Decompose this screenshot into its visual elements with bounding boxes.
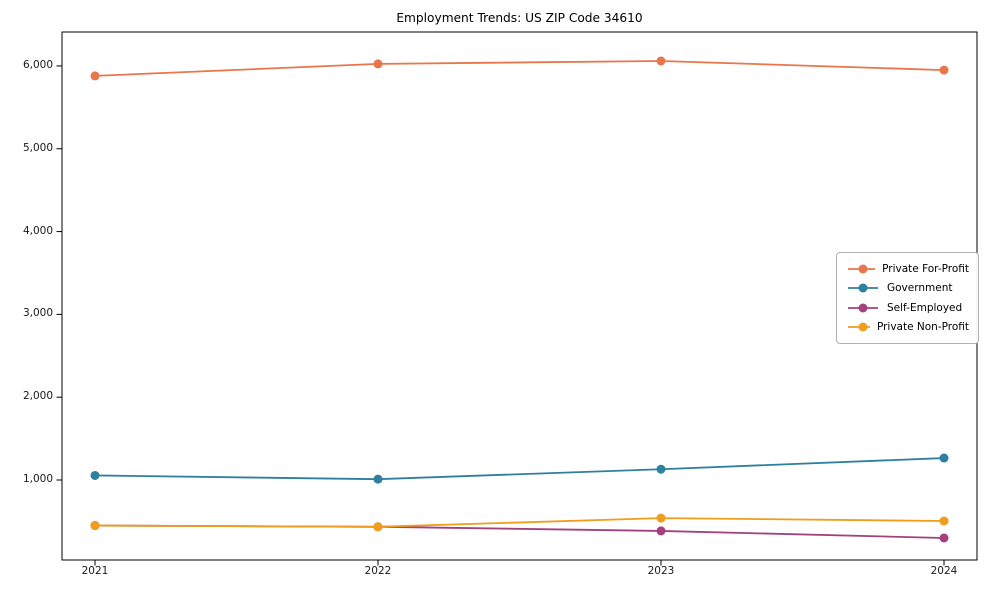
data-point-marker: [656, 513, 666, 523]
data-point-marker: [656, 526, 666, 536]
series-line-private-for-profit: [94, 60, 945, 77]
chart-title: Employment Trends: US ZIP Code 34610: [396, 11, 643, 25]
data-point-marker: [656, 56, 666, 66]
series-line-self-employed: [94, 524, 945, 539]
data-point-marker: [373, 59, 383, 69]
legend-label: Private Non-Profit: [876, 321, 969, 334]
x-axis-tick-label: 2024: [930, 565, 958, 577]
data-point-marker: [656, 464, 666, 474]
series-line-private-non-profit: [94, 517, 945, 528]
x-axis-tick-label: 2022: [364, 565, 392, 577]
data-point-marker: [939, 453, 949, 463]
y-axis-tick-label: 2,000: [22, 390, 53, 402]
legend-label: Private For-Profit: [882, 262, 969, 275]
legend-swatch-line-marker-icon: [848, 303, 878, 313]
legend-label: Self-Employed: [887, 301, 963, 314]
y-axis-tick-label: 6,000: [22, 59, 53, 71]
legend-swatch-line-marker-icon: [848, 322, 870, 332]
data-point-marker: [373, 474, 383, 484]
legend-item: Private For-Profit: [846, 260, 969, 278]
data-point-marker: [939, 516, 949, 526]
series-line-government: [94, 457, 945, 481]
legend-swatch-line-marker-icon: [848, 283, 878, 293]
y-axis-tick-label: 3,000: [22, 307, 53, 319]
y-axis-tick-label: 5,000: [22, 142, 53, 154]
x-axis-tick-label: 2021: [81, 565, 109, 577]
data-point-marker: [90, 521, 100, 531]
y-axis-tick-label: 1,000: [22, 473, 53, 485]
data-point-marker: [373, 522, 383, 532]
data-point-marker: [939, 533, 949, 543]
data-point-marker: [939, 65, 949, 75]
x-axis-tick-label: 2023: [647, 565, 675, 577]
y-axis-tick-label: 4,000: [22, 225, 53, 237]
data-point-marker: [90, 470, 100, 480]
legend-label: Government: [887, 282, 953, 295]
legend: Private For-Profit Government Self-Emplo…: [836, 252, 979, 344]
legend-swatch-line-marker-icon: [848, 264, 876, 274]
data-point-marker: [90, 71, 100, 81]
legend-item: Self-Employed: [846, 299, 969, 317]
legend-item: Government: [846, 279, 969, 297]
legend-item: Private Non-Profit: [846, 318, 969, 336]
